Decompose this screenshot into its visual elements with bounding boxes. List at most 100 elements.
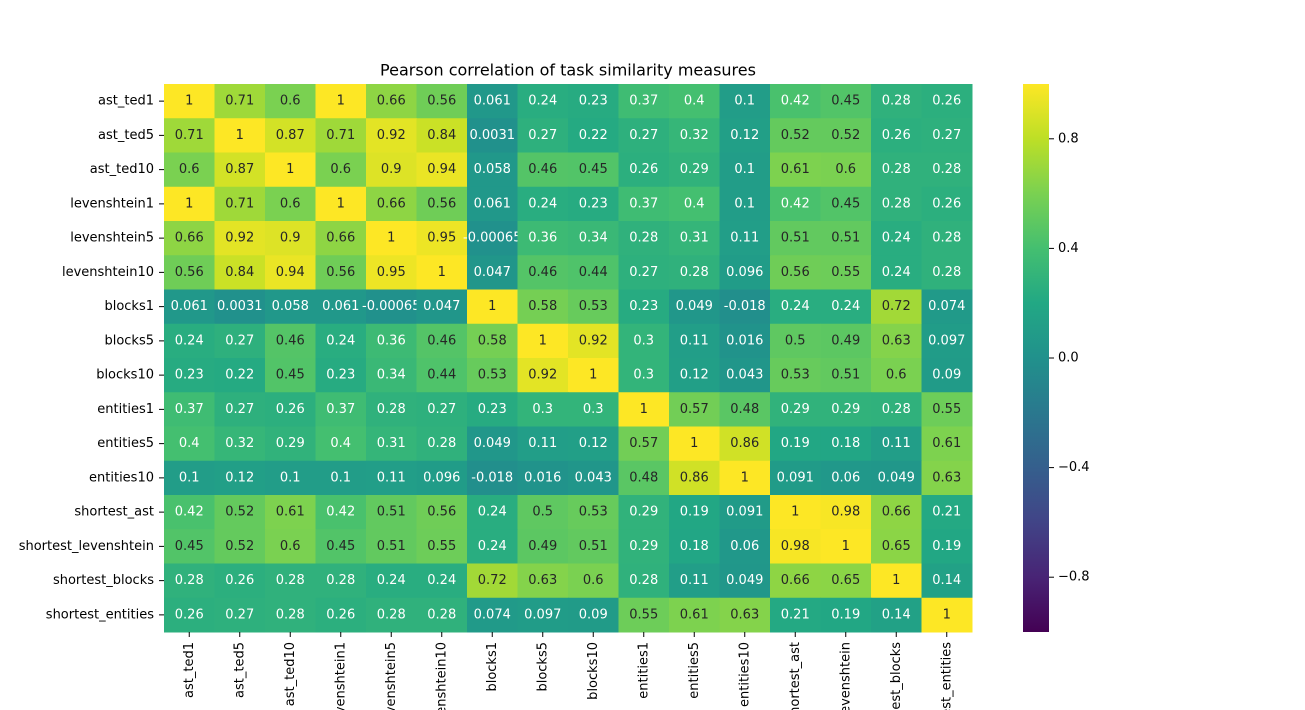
cell-label: 0.23 bbox=[629, 299, 658, 314]
cell bbox=[265, 255, 316, 290]
cell bbox=[366, 255, 417, 290]
cell-label: 0.95 bbox=[427, 231, 456, 246]
cell-label: 0.45 bbox=[276, 368, 305, 383]
cell bbox=[820, 597, 872, 633]
cell-label: 1 bbox=[892, 573, 900, 588]
x-tick-label: ast_ted1 bbox=[182, 642, 197, 698]
cell-label: 0.28 bbox=[882, 94, 911, 109]
colorbar-tick-label: 0.0 bbox=[1058, 351, 1079, 366]
cell bbox=[315, 358, 367, 393]
cell-label: 0.29 bbox=[680, 162, 709, 177]
cell-label: 0.3 bbox=[633, 333, 654, 348]
cell bbox=[517, 358, 569, 393]
cell-label: 0.24 bbox=[882, 231, 911, 246]
cell bbox=[871, 221, 922, 256]
cell-label: 0.52 bbox=[831, 128, 860, 143]
cell bbox=[315, 255, 367, 290]
x-tick-label: shortest_ast bbox=[788, 642, 803, 710]
cell bbox=[164, 323, 215, 359]
cell bbox=[315, 563, 367, 599]
cell-label: 0.016 bbox=[726, 333, 763, 348]
cell bbox=[921, 426, 973, 462]
cell bbox=[214, 289, 266, 325]
cell-label: 0.11 bbox=[882, 436, 911, 451]
cell-label: 0.44 bbox=[427, 368, 456, 383]
cell bbox=[467, 426, 518, 462]
cell bbox=[719, 289, 771, 325]
cell bbox=[265, 597, 316, 633]
y-tick-label: blocks10 bbox=[96, 368, 154, 383]
cell-label: 0.061 bbox=[474, 94, 511, 109]
cell-label: 0.45 bbox=[579, 162, 608, 177]
cell-label: 0.28 bbox=[882, 162, 911, 177]
cell bbox=[669, 118, 720, 153]
cell bbox=[921, 84, 973, 119]
cell bbox=[265, 152, 316, 188]
y-tick-label: shortest_levenshtein bbox=[19, 539, 154, 554]
cell bbox=[719, 186, 771, 222]
cell bbox=[820, 221, 872, 256]
cell-label: 0.5 bbox=[785, 333, 806, 348]
cell bbox=[164, 563, 215, 599]
cell-label: 0.18 bbox=[831, 436, 860, 451]
cell-label: 0.37 bbox=[629, 94, 658, 109]
cell-label: 0.57 bbox=[629, 436, 658, 451]
cell-label: 0.61 bbox=[781, 162, 810, 177]
cell bbox=[315, 392, 367, 427]
cell-label: 0.24 bbox=[478, 505, 507, 520]
cell-label: 0.24 bbox=[326, 333, 355, 348]
cell-label: 0.56 bbox=[175, 265, 204, 280]
cell bbox=[265, 84, 316, 119]
cell bbox=[315, 529, 367, 564]
cell-label: 0.86 bbox=[730, 436, 759, 451]
cell-label: 0.18 bbox=[680, 539, 709, 554]
cell bbox=[416, 529, 468, 564]
cell bbox=[770, 358, 821, 393]
x-tick-label: entities5 bbox=[687, 642, 702, 699]
cell-label: 0.6 bbox=[835, 162, 856, 177]
cell-label: 0.51 bbox=[377, 539, 406, 554]
cell bbox=[517, 426, 569, 462]
cell-label: 0.28 bbox=[932, 162, 961, 177]
cell bbox=[315, 460, 367, 496]
cell-label: 0.24 bbox=[478, 539, 507, 554]
cell bbox=[719, 495, 771, 530]
cell-label: 0.65 bbox=[831, 573, 860, 588]
cell-label: 1 bbox=[589, 368, 597, 383]
cell bbox=[568, 118, 619, 153]
cell bbox=[770, 323, 821, 359]
x-tick-label: levenshtein10 bbox=[434, 642, 449, 710]
cell bbox=[669, 289, 720, 325]
cell bbox=[467, 529, 518, 564]
cell-label: 0.34 bbox=[579, 231, 608, 246]
cell-label: 0.86 bbox=[680, 470, 709, 485]
cell-label: 0.09 bbox=[932, 368, 961, 383]
colorbar-tick-label: 0.4 bbox=[1058, 241, 1079, 256]
cell-label: 0.55 bbox=[427, 539, 456, 554]
cell-label: 0.51 bbox=[781, 231, 810, 246]
x-tick-label: shortest_entities bbox=[939, 642, 954, 710]
cell bbox=[517, 118, 569, 153]
cell-label: 0.047 bbox=[474, 265, 511, 280]
y-tick-label: blocks1 bbox=[104, 299, 154, 314]
cell bbox=[618, 255, 670, 290]
cell-label: 0.55 bbox=[831, 265, 860, 280]
cell-label: 0.23 bbox=[579, 94, 608, 109]
x-tick-label: levenshtein1 bbox=[333, 642, 348, 710]
cell bbox=[315, 221, 367, 256]
cell-label: 0.091 bbox=[726, 505, 763, 520]
cell-label: 0.36 bbox=[528, 231, 557, 246]
cell bbox=[265, 186, 316, 222]
x-tick-label: blocks10 bbox=[586, 642, 601, 700]
colorbar bbox=[1023, 84, 1049, 632]
cell bbox=[719, 460, 771, 496]
cell bbox=[820, 255, 872, 290]
cell bbox=[164, 186, 215, 222]
cell bbox=[164, 289, 215, 325]
cell-label: 0.56 bbox=[427, 505, 456, 520]
cell-label: 0.46 bbox=[276, 333, 305, 348]
y-tick-label: ast_ted1 bbox=[98, 94, 154, 109]
cell bbox=[770, 221, 821, 256]
cell-label: 0.1 bbox=[734, 94, 755, 109]
cell-label: 0.63 bbox=[882, 333, 911, 348]
